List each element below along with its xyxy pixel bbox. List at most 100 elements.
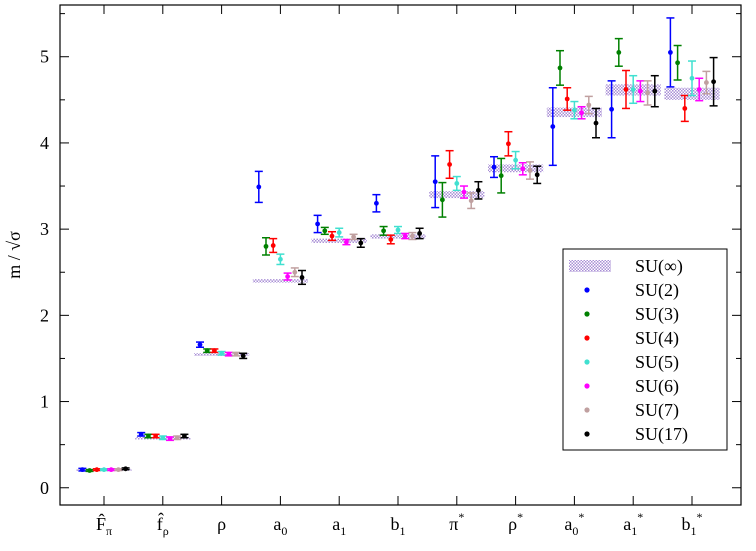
legend-entry: SU(3) (584, 304, 679, 325)
x-tick-label: F̂π (96, 514, 112, 538)
series-su2 (78, 17, 675, 473)
legend-label: SU(6) (635, 376, 679, 397)
legend-entry: SU(4) (584, 328, 679, 349)
x-tick-label: ρ* (508, 510, 523, 534)
band-segment (252, 279, 308, 283)
data-point (652, 88, 658, 94)
data-point (454, 181, 460, 186)
data-point (630, 87, 636, 92)
data-point (616, 50, 622, 55)
band-segment (429, 191, 485, 199)
legend-marker (584, 287, 590, 293)
series-su6 (107, 77, 704, 473)
data-point (182, 433, 187, 439)
legend-label: SU(7) (635, 400, 679, 421)
data-point (550, 124, 556, 129)
data-point (711, 79, 716, 85)
band-segment (311, 238, 367, 243)
data-point (609, 106, 614, 112)
legend: SU(∞) SU(2) SU(3) SU(4) SU(5) SU(6) SU(7) SU(17… (562, 248, 728, 451)
data-point (94, 467, 100, 473)
data-point (138, 431, 144, 437)
data-point (197, 342, 203, 348)
data-point (440, 197, 445, 203)
legend-marker (584, 335, 590, 341)
legend-marker (584, 359, 590, 365)
data-point (263, 243, 269, 249)
legend-marker (584, 311, 590, 317)
data-point (572, 107, 577, 113)
data-point (410, 233, 415, 239)
series-su4 (92, 69, 689, 473)
data-point (704, 80, 709, 85)
legend-entry: SU(17) (584, 424, 688, 445)
data-point (108, 467, 114, 473)
data-point (476, 187, 481, 193)
data-point (593, 120, 599, 126)
legend-label: SU(17) (635, 424, 688, 445)
data-point (498, 173, 504, 179)
x-tick-label: a0 (273, 514, 287, 538)
data-point (534, 172, 540, 178)
data-point (557, 65, 563, 71)
data-point (315, 221, 320, 227)
data-point (682, 106, 688, 111)
data-point (116, 467, 121, 473)
legend-label: SU(∞) (635, 256, 683, 277)
data-point (87, 468, 92, 473)
data-point (292, 269, 298, 275)
legend-marker (584, 407, 590, 413)
data-point (402, 233, 408, 239)
data-point (329, 233, 335, 239)
x-tick-label: π* (449, 510, 464, 534)
y-tick-label: 0 (40, 478, 49, 498)
data-point (506, 141, 511, 147)
x-tick-label: ρ (217, 514, 226, 534)
data-point (513, 157, 518, 163)
data-point (468, 198, 474, 204)
data-point (374, 200, 379, 206)
legend-marker (584, 431, 590, 437)
data-point (675, 60, 680, 66)
data-point (299, 275, 305, 280)
legend-label: SU(2) (635, 280, 679, 301)
y-tick-label: 1 (40, 392, 49, 412)
y-axis-label: m / √σ (4, 231, 24, 279)
data-point (395, 227, 401, 233)
data-point (256, 184, 262, 190)
data-point (322, 228, 328, 234)
legend-box (562, 248, 728, 451)
legend-label: SU(3) (635, 304, 679, 325)
axes-layer: 0 1 2 3 4 5 F̂π f̂ρ ρ a0 a1 b1 π* ρ* a0* a1* b1* (40, 5, 741, 538)
y-tick-label: 2 (40, 305, 49, 325)
data-point (381, 228, 386, 234)
y-tick-label: 3 (40, 219, 49, 239)
data-point (123, 466, 128, 472)
legend-marker (584, 383, 590, 389)
legend-entry-band: SU(∞) (569, 256, 683, 277)
data-point (564, 96, 570, 102)
data-point (101, 467, 107, 473)
data-point (219, 350, 225, 356)
data-point (527, 168, 533, 173)
data-point (160, 435, 166, 441)
x-tick-label: b1* (682, 510, 703, 538)
data-point (461, 189, 467, 195)
data-point (226, 351, 232, 357)
y-tick-label: 5 (40, 47, 49, 67)
data-point (278, 256, 283, 262)
legend-entry: SU(2) (584, 280, 679, 301)
x-tick-label: b1 (391, 514, 406, 538)
data-point (285, 274, 290, 279)
data-point (432, 179, 438, 185)
data-point (153, 433, 159, 439)
data-point (638, 88, 643, 94)
data-point (645, 90, 650, 96)
data-point (167, 436, 173, 442)
series-su17 (121, 56, 718, 472)
legend-band-swatch (569, 260, 611, 272)
data-point (586, 102, 592, 108)
data-point (233, 351, 239, 357)
